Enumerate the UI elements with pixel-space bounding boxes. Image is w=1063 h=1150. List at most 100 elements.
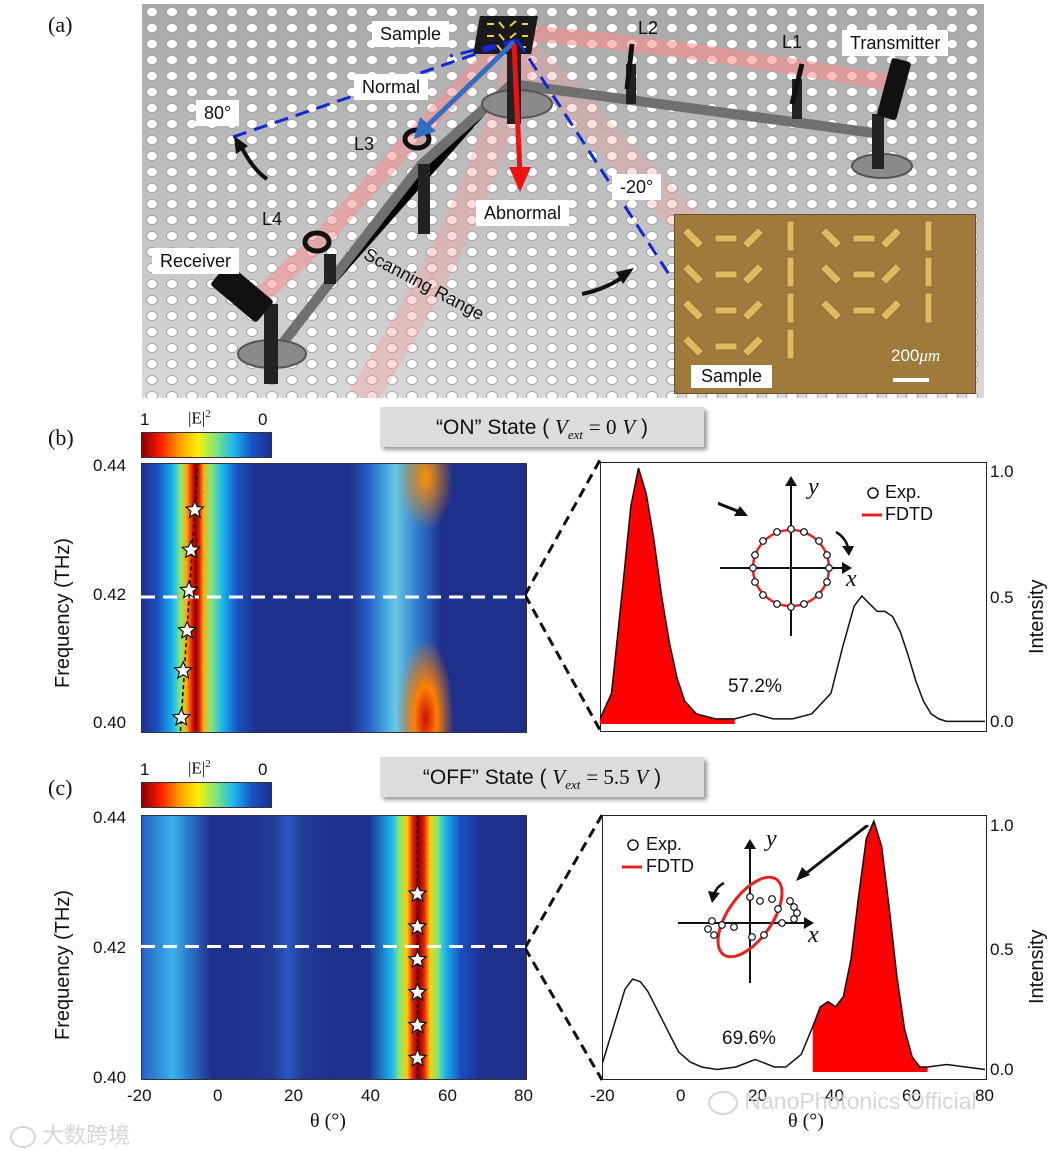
abnormal-label: Abnormal (476, 200, 570, 226)
legend-b-fdtd: FDTD (885, 504, 933, 524)
colorbar-b (141, 432, 272, 458)
intensity-line (600, 467, 985, 723)
experiment-star (407, 949, 428, 969)
legend-c-symbols (622, 839, 642, 869)
line-xlabel: θ (°) (788, 1110, 824, 1132)
normal-label: Normal (354, 74, 429, 100)
map-xtick-80: 80 (514, 1086, 533, 1105)
experiment-star (407, 1047, 428, 1067)
heatmap-b-hotspot (387, 464, 457, 732)
line-xtick-0: 0 (676, 1086, 686, 1105)
polarization-inset-c (678, 825, 869, 983)
line-xtick-40: 40 (825, 1086, 844, 1105)
line-c-ytick-1: 1.0 (990, 816, 1014, 835)
experiment-star (173, 660, 194, 680)
panel-a-label: (a) (48, 12, 73, 37)
lineplot-c (602, 818, 986, 1072)
sample-micrograph-inset: Sample 200μm (674, 214, 976, 394)
shaded-area (812, 821, 928, 1072)
sample-label: Sample (372, 21, 450, 47)
state-off-label: “OFF” State ( Vext = 5.5 V ) (380, 757, 704, 797)
intensity-line (602, 818, 986, 1071)
experiment-star (407, 981, 428, 1002)
peak-guide-line (179, 463, 199, 731)
map-b-ytick-044: 0.44 (93, 456, 127, 475)
wechat-icon (708, 1090, 738, 1115)
line-b-ytick-05: 0.5 (990, 588, 1014, 607)
map-c-ytick-042: 0.42 (93, 938, 127, 957)
map-xtick-40: 40 (361, 1086, 380, 1105)
line-xtick-neg20: -20 (590, 1086, 615, 1105)
line-b-ytick-1: 1.0 (990, 462, 1014, 481)
experiment-star (407, 916, 428, 936)
colorbar-c-min: 0 (258, 760, 268, 779)
colorbar-c (141, 782, 272, 808)
experiment-star (178, 579, 200, 599)
transmitter-label: Transmitter (842, 30, 949, 56)
angle-80-label: 80° (196, 100, 240, 126)
lineplot-b-frame (600, 462, 987, 732)
l3-label: L3 (354, 134, 375, 154)
legend-c-exp: Exp. (646, 834, 683, 854)
panel-c-label: (c) (48, 775, 73, 800)
inset-c-x: x (808, 922, 819, 948)
lineplot-b (600, 467, 985, 724)
map-c-ytick-040: 0.40 (93, 1068, 127, 1087)
map-b-ylabel: Frequency (THz) (52, 537, 74, 688)
angle-neg20-label: -20° (612, 174, 662, 200)
legend-c-fdtd: FDTD (646, 856, 694, 876)
experiment-star (180, 539, 201, 559)
map-xtick-60: 60 (438, 1086, 457, 1105)
state-on-label: “ON” State ( Vext = 0 V ) (380, 407, 704, 447)
map-b-ytick-040: 0.40 (93, 713, 127, 732)
panel-b-label: (b) (48, 425, 74, 450)
map-xlabel: θ (°) (310, 1110, 346, 1132)
line-b-ylabel: Intensity (1026, 579, 1048, 654)
shaded-area (600, 468, 735, 724)
line-xtick-80: 80 (975, 1086, 994, 1105)
inset-sample-label: Sample (691, 365, 773, 388)
colorbar-c-title: |E|2 (188, 758, 211, 778)
polarization-inset-b (718, 476, 854, 636)
line-c-ytick-0: 0.0 (990, 1060, 1014, 1079)
receiver-label: Receiver (152, 248, 240, 274)
legend-b-symbols (862, 487, 882, 517)
map-b-ytick-042: 0.42 (93, 585, 127, 604)
inset-b-y: y (808, 474, 819, 500)
efficiency-b: 57.2% (728, 676, 782, 697)
experiment-star (171, 707, 192, 727)
experiment-star (407, 1014, 428, 1034)
l1-label: L1 (782, 32, 803, 52)
heatmap-c (141, 815, 527, 1080)
line-c-ytick-05: 0.5 (990, 940, 1014, 959)
heatmap-c-overlay (141, 815, 525, 1078)
inset-b-x: x (846, 566, 857, 592)
zoom-lines-b (525, 459, 602, 731)
watermark-right-text: NanoPhotonics Official (744, 1088, 977, 1114)
line-xtick-60: 60 (902, 1086, 921, 1105)
setup-photo: Sample Normal 80° L3 L4 L2 L1 Transmitte… (142, 4, 984, 398)
watermark-left-icon (10, 1126, 36, 1149)
colorbar-b-title: |E|2 (188, 408, 211, 428)
heatmap-b-overlay (141, 463, 525, 731)
colorbar-b-max: 1 (140, 410, 150, 429)
line-xtick-20: 20 (748, 1086, 767, 1105)
colorbar-c-max: 1 (140, 760, 150, 779)
micrograph-pattern (681, 220, 933, 382)
scale-bar-label: 200μm (891, 346, 941, 365)
l2-label: L2 (638, 18, 659, 38)
map-xtick-0: 0 (213, 1086, 223, 1105)
watermark-left-text: 大数跨境 (42, 1123, 131, 1148)
experiment-star (407, 883, 428, 903)
line-c-ylabel: Intensity (1026, 929, 1048, 1004)
watermark-left: 大数跨境 (10, 1118, 130, 1150)
watermark-right: NanoPhotonics Official (708, 1088, 977, 1115)
map-c-ylabel: Frequency (THz) (52, 889, 74, 1040)
map-xtick-20: 20 (284, 1086, 303, 1105)
map-xtick-neg20: -20 (127, 1086, 152, 1105)
colorbar-b-min: 0 (258, 410, 268, 429)
map-c-ytick-044: 0.44 (93, 808, 127, 827)
efficiency-c: 69.6% (722, 1028, 776, 1049)
inset-c-y: y (766, 826, 777, 852)
l4-label: L4 (262, 209, 283, 229)
